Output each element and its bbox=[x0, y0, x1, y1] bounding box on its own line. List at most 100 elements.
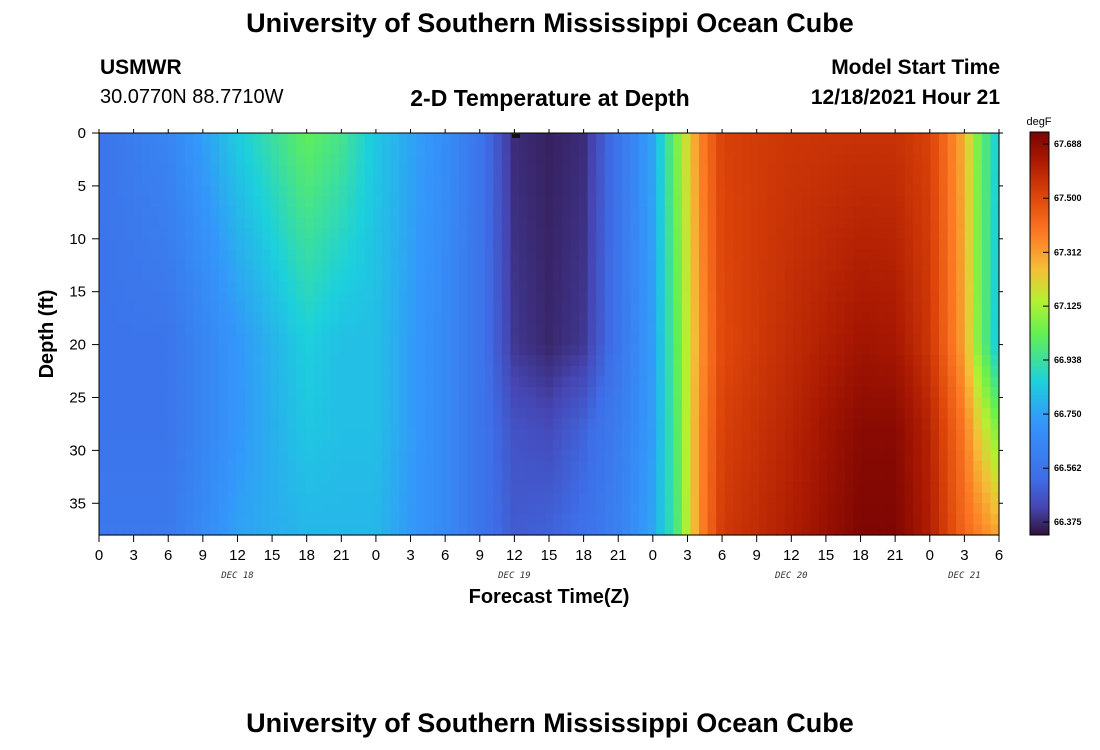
heatmap-cell bbox=[870, 344, 880, 356]
heatmap-cell bbox=[219, 418, 229, 430]
heatmap-cell bbox=[364, 355, 374, 367]
heatmap-cell bbox=[596, 344, 606, 356]
heatmap-cell bbox=[973, 154, 983, 166]
heatmap-cell bbox=[741, 154, 752, 166]
heatmap-cell bbox=[801, 471, 812, 483]
heatmap-cell bbox=[767, 334, 777, 346]
heatmap-cell bbox=[639, 513, 649, 526]
heatmap-cell bbox=[321, 143, 332, 155]
heatmap-cell bbox=[587, 207, 597, 219]
heatmap-cell bbox=[844, 397, 854, 409]
heatmap-cell bbox=[236, 196, 246, 208]
heatmap-cell bbox=[861, 334, 872, 346]
heatmap-cell bbox=[287, 386, 297, 399]
heatmap-cell bbox=[270, 513, 280, 526]
heatmap-cell bbox=[673, 259, 683, 272]
heatmap-cell bbox=[107, 143, 117, 155]
heatmap-cell bbox=[707, 217, 717, 229]
heatmap-cell bbox=[630, 524, 640, 536]
heatmap-cell bbox=[921, 418, 932, 430]
heatmap-cell bbox=[450, 460, 460, 473]
heatmap-cell bbox=[304, 259, 314, 272]
heatmap-cell bbox=[613, 344, 623, 356]
heatmap-cell bbox=[887, 217, 897, 229]
heatmap-cell bbox=[244, 249, 254, 261]
heatmap-cell bbox=[801, 397, 812, 409]
heatmap-cell bbox=[347, 460, 357, 473]
heatmap-cell bbox=[604, 164, 614, 176]
heatmap-cell bbox=[801, 291, 812, 303]
heatmap-cell bbox=[587, 154, 597, 166]
heatmap-cell bbox=[476, 302, 486, 314]
heatmap-cell bbox=[630, 334, 640, 346]
heatmap-cell bbox=[784, 408, 794, 420]
heatmap-cell bbox=[776, 281, 786, 293]
heatmap-cell bbox=[733, 524, 743, 536]
heatmap-cell bbox=[853, 450, 863, 462]
heatmap-cell bbox=[767, 291, 777, 303]
heatmap-cell bbox=[673, 376, 683, 388]
heatmap-cell bbox=[801, 154, 812, 166]
heatmap-cell bbox=[201, 238, 212, 250]
heatmap-cell bbox=[99, 386, 109, 399]
heatmap-cell bbox=[930, 439, 940, 451]
heatmap-cell bbox=[424, 302, 434, 314]
heatmap-cell bbox=[167, 524, 177, 536]
heatmap-cell bbox=[579, 249, 589, 261]
heatmap-cell bbox=[347, 175, 357, 187]
heatmap-cell bbox=[759, 344, 769, 356]
heatmap-cell bbox=[450, 482, 460, 494]
heatmap-cell bbox=[801, 334, 812, 346]
heatmap-cell bbox=[690, 175, 700, 187]
heatmap-cell bbox=[364, 281, 374, 293]
heatmap-cell bbox=[99, 291, 109, 303]
heatmap-cell bbox=[467, 175, 477, 187]
heatmap-cell bbox=[741, 207, 752, 219]
heatmap-cell bbox=[356, 185, 366, 198]
heatmap-cell bbox=[904, 249, 914, 261]
heatmap-cell bbox=[630, 281, 640, 293]
heatmap-cell bbox=[690, 524, 700, 536]
heatmap-cell bbox=[947, 418, 957, 430]
heatmap-cell bbox=[887, 355, 897, 367]
heatmap-cell bbox=[124, 408, 134, 420]
heatmap-cell bbox=[527, 471, 537, 483]
heatmap-cell bbox=[141, 344, 152, 356]
heatmap-cell bbox=[904, 492, 914, 504]
heatmap-cell bbox=[853, 355, 863, 367]
heatmap-cell bbox=[424, 281, 434, 293]
heatmap-cell bbox=[664, 460, 674, 473]
heatmap-cell bbox=[501, 281, 512, 293]
heatmap-cell bbox=[956, 365, 966, 377]
heatmap-cell bbox=[579, 207, 589, 219]
heatmap-cell bbox=[364, 217, 374, 229]
heatmap-cell bbox=[510, 312, 520, 325]
heatmap-cell bbox=[433, 302, 443, 314]
heatmap-cell bbox=[741, 386, 752, 399]
heatmap-cell bbox=[116, 270, 126, 282]
heatmap-cell bbox=[561, 355, 572, 367]
heatmap-cell bbox=[201, 154, 212, 166]
heatmap-cell bbox=[621, 365, 632, 377]
heatmap-cell bbox=[853, 228, 863, 240]
heatmap-cell bbox=[947, 397, 957, 409]
heatmap-cell bbox=[964, 376, 974, 388]
y-tick-label: 30 bbox=[69, 442, 86, 459]
heatmap-cell bbox=[527, 524, 537, 536]
colorbar-label: 67.500 bbox=[1054, 193, 1082, 203]
heatmap-cell bbox=[630, 418, 640, 430]
heatmap-cell bbox=[656, 207, 666, 219]
heatmap-cell bbox=[561, 386, 572, 399]
heatmap-cell bbox=[733, 376, 743, 388]
heatmap-cell bbox=[236, 397, 246, 409]
heatmap-cell bbox=[279, 249, 289, 261]
heatmap-cell bbox=[853, 418, 863, 430]
heatmap-cell bbox=[364, 429, 374, 441]
heatmap-cell bbox=[279, 450, 289, 462]
heatmap-cell bbox=[261, 175, 272, 187]
heatmap-cell bbox=[844, 418, 854, 430]
heatmap-cell bbox=[879, 228, 889, 240]
heatmap-cell bbox=[347, 503, 357, 515]
heatmap-cell bbox=[133, 482, 143, 494]
heatmap-cell bbox=[416, 196, 426, 208]
